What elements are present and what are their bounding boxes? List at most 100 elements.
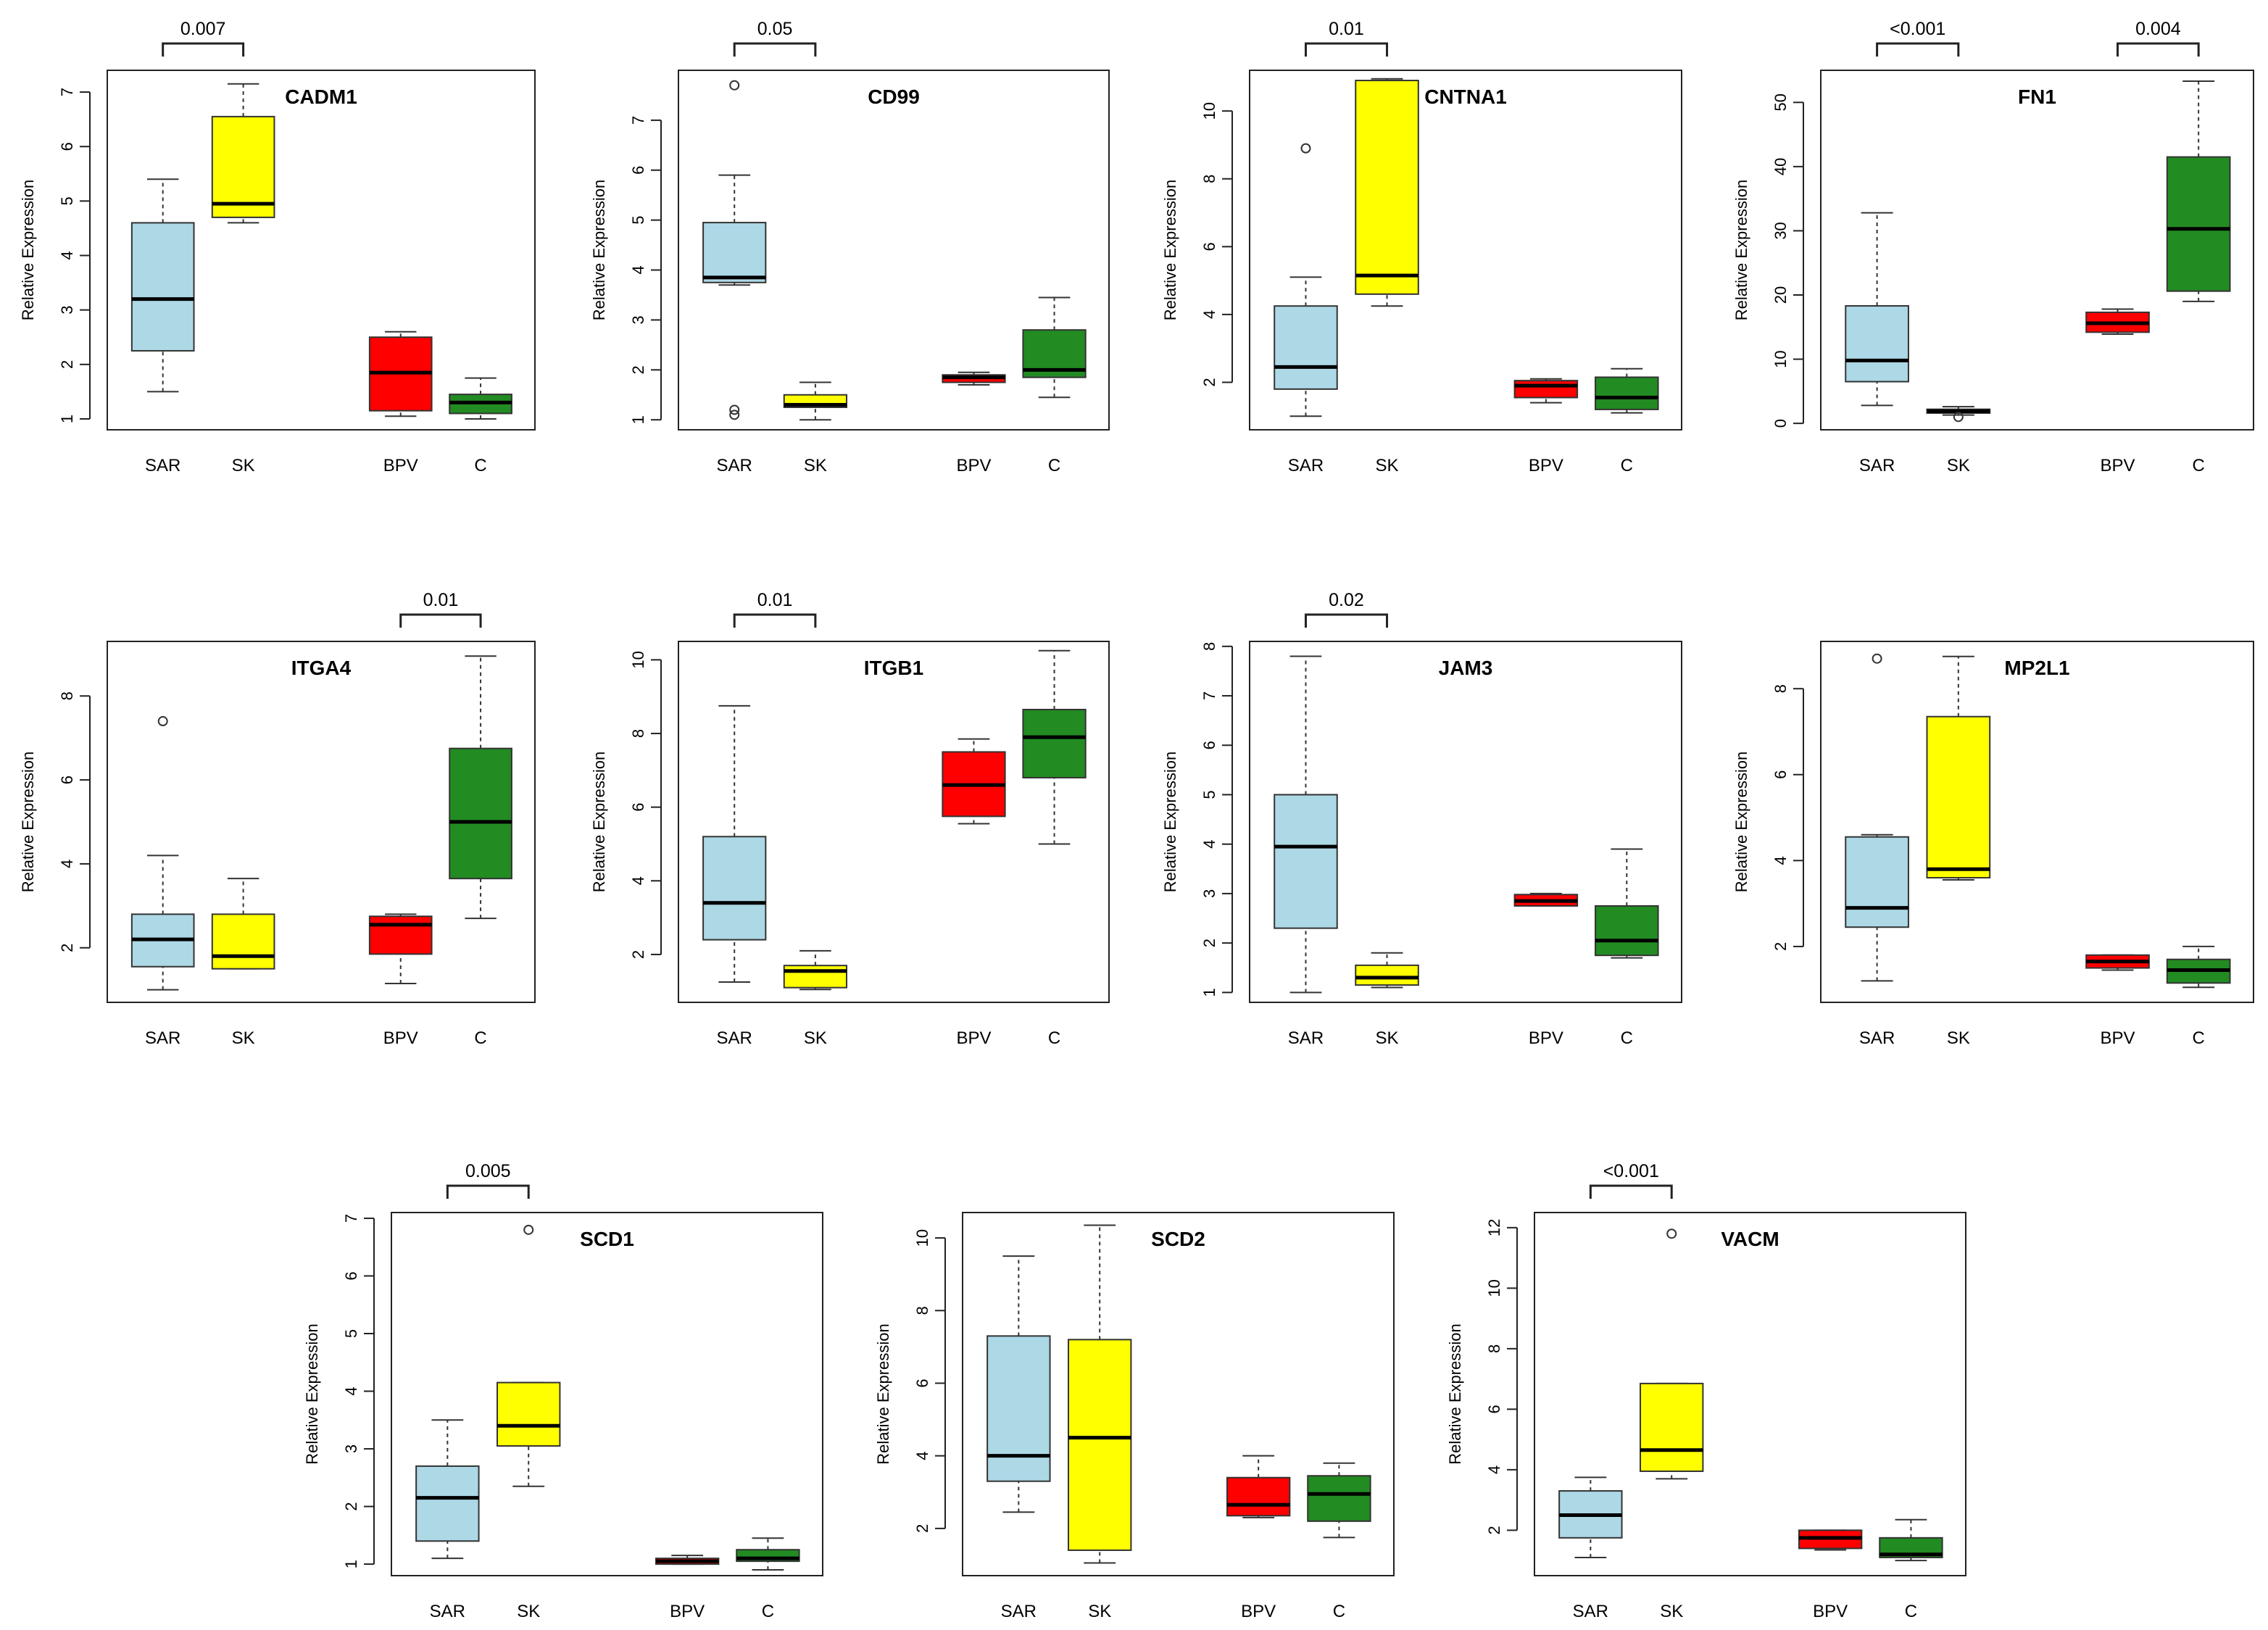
y-tick-label: 8 bbox=[629, 729, 647, 738]
x-category-sar: SAR bbox=[145, 456, 180, 475]
y-tick-label: 4 bbox=[58, 251, 76, 259]
box-sar bbox=[1274, 655, 1338, 994]
box-sar bbox=[986, 1255, 1051, 1513]
box-sk bbox=[1355, 78, 1419, 307]
panel-title: SCD2 bbox=[1151, 1228, 1205, 1250]
x-category-sar: SAR bbox=[1288, 456, 1324, 475]
y-tick-label: 8 bbox=[1200, 642, 1218, 651]
box-bpv bbox=[655, 1555, 720, 1565]
y-tick-label: 4 bbox=[58, 860, 76, 868]
y-tick-label: 2 bbox=[58, 360, 76, 369]
y-tick-label: 12 bbox=[1485, 1219, 1503, 1236]
p-value-label: 0.004 bbox=[2135, 19, 2181, 39]
x-category-bpv: BPV bbox=[956, 1028, 991, 1048]
box-c bbox=[449, 377, 512, 420]
significance-bracket bbox=[1589, 1184, 1673, 1199]
x-category-bpv: BPV bbox=[670, 1602, 705, 1621]
x-category-sk: SK bbox=[1660, 1602, 1683, 1621]
p-value-label: 0.05 bbox=[757, 19, 793, 39]
y-tick-label: 6 bbox=[913, 1379, 931, 1387]
significance-bracket bbox=[1876, 42, 1960, 57]
y-axis-label: Relative Expression bbox=[19, 180, 37, 320]
plot-frame bbox=[678, 70, 1110, 431]
outlier-point bbox=[1666, 1228, 1677, 1239]
significance-bracket bbox=[733, 613, 817, 628]
y-tick-label: 4 bbox=[1200, 840, 1218, 849]
y-tick-label: 7 bbox=[1200, 691, 1218, 700]
x-category-sk: SK bbox=[232, 1028, 255, 1048]
x-category-c: C bbox=[1048, 456, 1060, 475]
plot-frame bbox=[1249, 641, 1682, 1003]
p-value-label: 0.005 bbox=[465, 1161, 511, 1181]
box-sar bbox=[702, 704, 767, 984]
panel-jam3: JAM3 1 2 3 4 5 6 7 8 Relative Expression SAR SK BPV C… bbox=[1161, 590, 1682, 1048]
y-tick-label: 7 bbox=[58, 88, 76, 96]
x-category-sar: SAR bbox=[1573, 1602, 1608, 1621]
x-category-c: C bbox=[474, 1028, 486, 1048]
box-c bbox=[2166, 945, 2231, 989]
box-sk bbox=[497, 1224, 561, 1487]
y-tick-label: 4 bbox=[1485, 1465, 1503, 1474]
x-category-bpv: BPV bbox=[956, 456, 991, 475]
box-c bbox=[449, 655, 512, 920]
significance-bracket bbox=[446, 1184, 530, 1199]
y-tick-label: 5 bbox=[58, 196, 76, 205]
significance-bracket bbox=[162, 42, 245, 57]
x-category-sk: SK bbox=[804, 1028, 827, 1048]
outlier-point bbox=[729, 80, 740, 91]
y-tick-label: 4 bbox=[342, 1386, 360, 1395]
p-value-label: 0.01 bbox=[423, 590, 459, 610]
box-sk bbox=[783, 949, 848, 991]
box-sk bbox=[1068, 1224, 1132, 1564]
panel-title: VACM bbox=[1721, 1228, 1779, 1250]
iqr-box bbox=[497, 1381, 561, 1447]
box-bpv bbox=[368, 913, 433, 984]
y-axis-label: Relative Expression bbox=[303, 1323, 321, 1464]
y-axis-label: Relative Expression bbox=[590, 180, 608, 320]
panel-cadm1: CADM1 1 2 3 4 5 6 7 Relative Expression SAR SK BPV C… bbox=[19, 19, 536, 475]
outlier-point bbox=[1953, 412, 1964, 423]
box-c bbox=[1022, 649, 1087, 845]
iqr-box bbox=[1274, 305, 1338, 390]
y-tick-label: 2 bbox=[58, 944, 76, 952]
x-category-bpv: BPV bbox=[2101, 456, 2135, 475]
y-tick-label: 10 bbox=[1771, 350, 1790, 367]
y-tick-label: 0 bbox=[1771, 419, 1790, 428]
plot-frame bbox=[1534, 1212, 1966, 1576]
y-tick-label: 3 bbox=[58, 306, 76, 315]
panel-cntna1: CNTNA1 2 4 6 8 10 Relative Expression SAR SK BPV C… bbox=[1161, 19, 1682, 475]
box-sk bbox=[211, 878, 275, 970]
y-axis-label: Relative Expression bbox=[1732, 180, 1750, 320]
panel-fn1: FN1 0 10 20 30 40 50 Relative Expression SAR SK BP… bbox=[1732, 19, 2254, 475]
box-sar bbox=[1845, 653, 1909, 982]
y-tick-label: 4 bbox=[629, 265, 647, 274]
box-sar bbox=[1274, 143, 1338, 417]
x-category-bpv: BPV bbox=[383, 1028, 418, 1048]
y-tick-label: 5 bbox=[342, 1329, 360, 1338]
iqr-box bbox=[1226, 1476, 1291, 1517]
iqr-box bbox=[211, 115, 275, 218]
x-category-c: C bbox=[2193, 1028, 2205, 1048]
iqr-box bbox=[1307, 1475, 1371, 1522]
y-tick-label: 30 bbox=[1771, 222, 1790, 239]
box-sar bbox=[702, 80, 767, 420]
y-axis-label: Relative Expression bbox=[1446, 1323, 1464, 1464]
y-tick-label: 4 bbox=[913, 1452, 931, 1460]
outlier-point bbox=[157, 716, 168, 727]
outlier-point bbox=[1300, 143, 1311, 154]
y-tick-label: 2 bbox=[1200, 378, 1218, 386]
x-category-c: C bbox=[762, 1602, 774, 1621]
x-category-sar: SAR bbox=[430, 1602, 465, 1621]
p-value-label: 0.007 bbox=[180, 19, 226, 39]
panel-itga4: ITGA4 2 4 6 8 Relative Expression SAR SK BPV C 0.0… bbox=[19, 590, 536, 1048]
box-sar bbox=[1845, 212, 1909, 407]
plot-frame bbox=[962, 1212, 1395, 1576]
iqr-box bbox=[130, 222, 195, 352]
box-bpv bbox=[942, 371, 1006, 386]
y-tick-label: 20 bbox=[1771, 286, 1790, 304]
x-category-sk: SK bbox=[1088, 1602, 1111, 1621]
y-tick-label: 50 bbox=[1771, 93, 1790, 111]
box-sk bbox=[1640, 1228, 1704, 1480]
iqr-box bbox=[1355, 964, 1419, 986]
